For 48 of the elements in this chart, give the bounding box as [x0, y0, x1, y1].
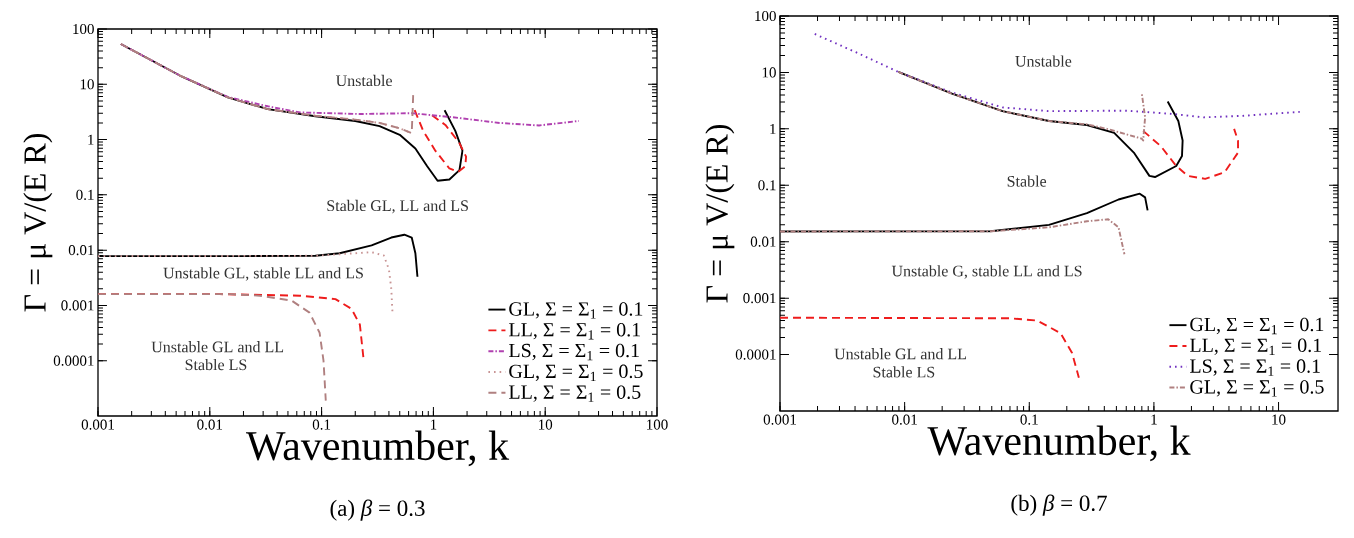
y-tick-label: 0.1 — [758, 180, 776, 191]
x-tick-label: 100 — [647, 419, 668, 430]
x-tick-label: 0.1 — [312, 419, 331, 430]
annotation: Stable — [1007, 175, 1047, 187]
legend-label: LL, Σ = Σ$_{1}$ = 0.1 — [1190, 338, 1322, 355]
y-tick-label: 1 — [88, 134, 94, 145]
x-tick-label: 10 — [539, 419, 553, 430]
annotation: Unstable — [1015, 55, 1072, 67]
y-axis-title: Γ = μ V/(E R) — [23, 133, 53, 312]
y-tick-label: 0.001 — [61, 300, 94, 311]
legend-label: GL, Σ = Σ$_{1}$ = 0.1 — [509, 302, 643, 319]
annotation: Stable LS — [873, 366, 935, 378]
legend-label: GL, Σ = Σ$_{1}$ = 0.5 — [509, 364, 643, 381]
legend-label: GL, Σ = Σ$_{1}$ = 0.1 — [1190, 317, 1324, 335]
y-tick-label: 0.01 — [68, 245, 94, 256]
y-axis-title: Γ = μ V/(E R) — [705, 124, 735, 303]
y-tick-label: 0.0001 — [53, 355, 94, 366]
text: (b) β = 0.7 — [1011, 494, 1107, 516]
annotation: Stable GL, LL and LS — [327, 199, 468, 214]
x-tick-label: 1 — [1151, 414, 1157, 425]
x-tick-label: 0.01 — [892, 414, 917, 425]
x-axis-title: Wavenumber, k — [927, 425, 1191, 462]
legend-label: LL, Σ = Σ$_{1}$ = 0.1 — [509, 322, 640, 340]
legend-label: LS, Σ = Σ$_{1}$ = 0.1 — [1190, 359, 1320, 376]
annotation: Stable LS — [185, 358, 247, 371]
y-tick-label: 0.0001 — [735, 349, 776, 360]
legend-label: LS, Σ = Σ$_{1}$ = 0.1 — [509, 343, 639, 361]
annotation: Unstable — [335, 74, 392, 87]
x-tick-label: 0.1 — [1020, 414, 1038, 425]
y-tick-label: 0.1 — [76, 189, 94, 200]
annotation: Unstable G, stable LL and LS — [891, 265, 1082, 279]
y-tick-label: 100 — [73, 23, 94, 35]
y-tick-label: 10 — [80, 79, 94, 90]
x-tick-label: 0.01 — [197, 419, 223, 430]
annotation: Unstable GL, stable LL and LS — [163, 267, 363, 281]
y-tick-label: 100 — [755, 10, 776, 22]
y-tick-label: 10 — [762, 67, 776, 78]
legend-label: GL, Σ = Σ$_{1}$ = 0.5 — [1190, 380, 1324, 397]
y-tick-label: 0.001 — [743, 293, 776, 304]
y-tick-label: 1 — [770, 123, 776, 134]
legend-label: LL, Σ = Σ$_{1}$ = 0.5 — [509, 385, 641, 402]
text: (a) β = 0.3 — [330, 499, 425, 521]
y-tick-label: 0.01 — [750, 236, 776, 247]
x-axis-title: Wavenumber, k — [245, 430, 510, 467]
x-tick-label: 10 — [1272, 414, 1286, 425]
annotation: Unstable GL and LL — [151, 341, 284, 353]
annotation: Unstable GL and LL — [834, 348, 967, 360]
x-tick-label: 1 — [430, 419, 437, 430]
